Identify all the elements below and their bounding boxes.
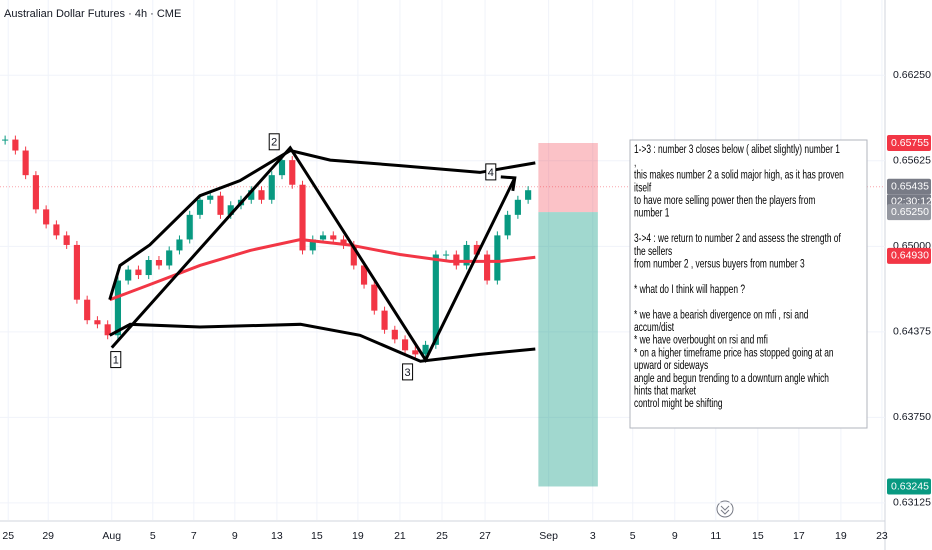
price-badge — [887, 478, 931, 495]
zigzag — [110, 145, 517, 363]
pivot-label: 3 — [405, 367, 411, 379]
indicator-line — [109, 322, 536, 363]
y-tick-label: 0.63125 — [893, 497, 931, 509]
arrow-head — [500, 175, 517, 192]
chart-title: Australian Dollar Futures · 4h · CME — [4, 8, 181, 20]
target-zone — [538, 212, 598, 487]
note-line: accum/dist — [634, 322, 674, 335]
scroll-button[interactable] — [716, 500, 734, 518]
pivot-label-box — [110, 351, 122, 369]
price-badge — [887, 178, 931, 195]
x-tick-label: 5 — [150, 530, 156, 542]
x-tick-label: 17 — [793, 530, 805, 542]
y-tick-label: 0.65625 — [893, 155, 931, 167]
x-tick-label: Sep — [539, 530, 558, 542]
note-line: itself — [634, 182, 651, 195]
drawings: 1 2 3 4 — [110, 133, 517, 381]
pivot-label: 2 — [271, 137, 277, 149]
note-box — [629, 139, 868, 429]
indicator-line — [108, 148, 536, 301]
x-tick-label: 9 — [232, 530, 238, 542]
x-tick-label: 11 — [710, 530, 721, 542]
note-line: number 1 — [634, 207, 670, 220]
x-tick-label: 3 — [590, 530, 596, 542]
price-badge-label: 0.65435 — [891, 181, 929, 193]
note-line: * we have a bearish divergence on mfi , … — [634, 309, 809, 322]
note-line: to have more selling power then the play… — [634, 195, 815, 208]
x-tick-label: 29 — [42, 530, 54, 542]
x-tick-label: 13 — [271, 530, 283, 542]
y-tick-label: 0.64375 — [893, 326, 931, 338]
pivot-label-box — [485, 163, 497, 181]
note-line: , — [634, 157, 636, 170]
x-tick-label: 23 — [876, 530, 888, 542]
x-tick-label: 15 — [311, 530, 323, 542]
x-tick-label: 25 — [436, 530, 448, 542]
note-line: the sellers — [634, 245, 672, 258]
x-tick-label: 21 — [394, 530, 406, 542]
pivot-label-box — [268, 133, 280, 151]
note-line: 1->3 : number 3 closes below ( alibet sl… — [634, 144, 840, 157]
x-tick-label: 19 — [352, 530, 364, 542]
note-line: 3->4 : we return to number 2 and assess … — [634, 233, 841, 246]
pivot-label-box — [402, 363, 414, 381]
x-tick-label: Aug — [102, 530, 121, 542]
note-line: from number 2 , versus buyers from numbe… — [634, 258, 805, 271]
x-tick-label: 27 — [479, 530, 491, 542]
y-tick-label: 0.66250 — [893, 69, 931, 81]
note-line: this makes number 2 a solid major high, … — [634, 169, 844, 182]
pivot-label: 1 — [113, 354, 119, 366]
x-tick-label: 25 — [2, 530, 14, 542]
note-line: angle and begun trending to a downturn a… — [634, 372, 829, 385]
price-badge-label: 0.64930 — [891, 250, 929, 262]
note-line: * we have overbought on rsi and mfi — [634, 334, 768, 347]
x-tick-label: 15 — [752, 530, 764, 542]
price-badge — [887, 204, 931, 221]
note-text: 1->3 : number 3 closes below ( alibet sl… — [634, 144, 844, 411]
note-line: * on a higher timeframe price has stoppe… — [634, 347, 834, 360]
price-badge-label: 0.63245 — [891, 480, 929, 492]
x-tick-label: 19 — [835, 530, 847, 542]
note-line: control might be shifting — [634, 398, 723, 411]
pivot-label: 4 — [488, 167, 494, 179]
stop-zone — [538, 143, 598, 213]
position-layer — [0, 143, 885, 487]
x-tick-label: 5 — [630, 530, 636, 542]
note-line: upward or sideways — [634, 360, 708, 373]
note-line: * what do I think will happen ? — [634, 284, 745, 297]
scroll-icon — [720, 505, 730, 515]
price-badge-label: 0.65250 — [891, 206, 929, 218]
y-tick-label: 0.63750 — [893, 411, 931, 423]
price-badge — [887, 247, 931, 264]
price-badge — [887, 135, 931, 151]
price-badge-label: 0.65755 — [891, 137, 929, 149]
x-tick-label: 9 — [672, 530, 678, 542]
note-line: hints that market — [634, 385, 696, 398]
x-tick-label: 7 — [191, 530, 197, 542]
